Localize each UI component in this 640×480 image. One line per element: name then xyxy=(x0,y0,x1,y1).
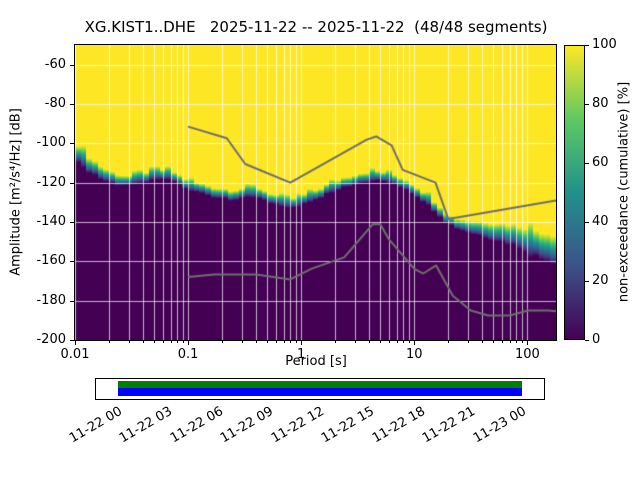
x-minor-tick-mark xyxy=(369,340,371,343)
x-minor-tick-mark xyxy=(177,340,179,343)
y-tick-mark xyxy=(70,222,75,223)
timeline-box xyxy=(95,378,545,400)
x-tick-label: 10 xyxy=(406,347,423,362)
colorbar-tick-mark xyxy=(585,45,589,46)
y-tick-label: -180 xyxy=(36,292,66,308)
timeline-tick-label: 11-22 09 xyxy=(217,404,276,447)
colorbar-tick-label: 60 xyxy=(592,155,609,170)
colorbar-tick-mark xyxy=(585,281,589,282)
x-minor-tick-mark xyxy=(267,340,269,343)
x-minor-tick-mark xyxy=(128,340,130,343)
x-minor-tick-mark xyxy=(296,340,298,343)
x-tick-mark xyxy=(188,340,190,345)
x-tick-mark xyxy=(527,340,529,345)
y-tick-mark xyxy=(70,143,75,145)
y-tick-label: -200 xyxy=(36,332,66,347)
colorbar-tick-mark xyxy=(585,163,589,164)
x-tick-mark xyxy=(301,340,303,345)
y-tick-label: -80 xyxy=(44,96,66,111)
y-tick-label: -160 xyxy=(36,253,66,269)
x-minor-tick-mark xyxy=(335,340,337,343)
x-tick-label: 1 xyxy=(297,347,306,362)
y-tick-mark xyxy=(70,261,75,263)
plot-title: XG.KIST1..DHE 2025-11-22 -- 2025-11-22 (… xyxy=(84,18,548,36)
x-minor-tick-mark xyxy=(242,340,244,343)
x-minor-tick-mark xyxy=(448,340,450,343)
x-minor-tick-mark xyxy=(154,340,156,343)
y-tick-mark xyxy=(70,182,75,184)
x-minor-tick-mark xyxy=(396,340,398,343)
y-tick-mark xyxy=(70,340,75,341)
x-minor-tick-mark xyxy=(403,340,405,343)
timeline-tick-label: 11-23 00 xyxy=(470,404,529,447)
x-tick-mark xyxy=(414,340,416,345)
colorbar-tick-label: 40 xyxy=(592,214,609,229)
x-minor-tick-mark xyxy=(222,340,224,343)
x-minor-tick-mark xyxy=(290,340,292,343)
x-minor-tick-mark xyxy=(182,340,184,343)
timeline-tick-label: 11-22 03 xyxy=(116,404,175,447)
x-minor-tick-mark xyxy=(409,340,411,343)
y-tick-label: -140 xyxy=(36,214,66,229)
y-tick-label: -100 xyxy=(36,135,66,151)
x-tick-label: 0.1 xyxy=(177,347,199,362)
x-minor-tick-mark xyxy=(482,340,484,343)
x-minor-tick-mark xyxy=(256,340,258,343)
x-tick-mark xyxy=(75,340,76,345)
x-minor-tick-mark xyxy=(355,340,357,343)
timeline-tick-label: 11-22 00 xyxy=(66,404,125,447)
x-tick-label: 0.01 xyxy=(60,347,90,362)
x-minor-tick-mark xyxy=(143,340,145,343)
x-minor-tick-mark xyxy=(502,340,504,343)
timeline-tick-label: 11-22 12 xyxy=(268,404,327,447)
colorbar-tick-label: 80 xyxy=(592,96,609,111)
x-minor-tick-mark xyxy=(493,340,495,343)
y-tick-label: -120 xyxy=(36,174,66,190)
x-minor-tick-mark xyxy=(389,340,391,343)
x-minor-tick-mark xyxy=(522,340,524,343)
x-minor-tick-mark xyxy=(109,340,111,343)
x-minor-tick-mark xyxy=(516,340,518,343)
colorbar-tick-label: 100 xyxy=(592,37,617,52)
timeline-tick-label: 11-22 15 xyxy=(318,404,377,447)
x-axis-label: Period [s] xyxy=(285,354,347,369)
y-tick-label: -60 xyxy=(44,56,66,72)
y-tick-mark xyxy=(70,104,75,105)
y-tick-mark xyxy=(70,300,75,302)
timeline-tick-label: 11-22 06 xyxy=(167,404,226,447)
timeline-coverage-bar xyxy=(118,381,522,388)
ppsd-heatmap-canvas xyxy=(75,45,556,340)
x-minor-tick-mark xyxy=(276,340,278,343)
timeline-data-bar xyxy=(118,388,522,396)
timeline-tick-label: 11-22 18 xyxy=(369,404,428,447)
x-minor-tick-mark xyxy=(468,340,470,343)
x-minor-tick-mark xyxy=(170,340,172,343)
colorbar-tick-mark xyxy=(585,222,589,223)
colorbar-tick-label: 20 xyxy=(592,273,609,288)
x-tick-label: 100 xyxy=(514,347,540,362)
y-tick-mark xyxy=(70,64,75,66)
x-minor-tick-mark xyxy=(283,340,285,343)
colorbar-tick-mark xyxy=(585,340,589,341)
y-axis-label: Amplitude [m²/s⁴/Hz] [dB] xyxy=(8,108,24,276)
x-minor-tick-mark xyxy=(509,340,511,343)
colorbar-tick-label: 0 xyxy=(592,332,601,347)
colorbar-label: non-exceedance (cumulative) [%] xyxy=(616,81,632,303)
colorbar-tick-mark xyxy=(585,104,589,105)
x-minor-tick-mark xyxy=(163,340,164,343)
colorbar xyxy=(564,45,585,340)
x-minor-tick-mark xyxy=(380,340,382,343)
timeline-tick-label: 11-22 21 xyxy=(419,404,478,447)
